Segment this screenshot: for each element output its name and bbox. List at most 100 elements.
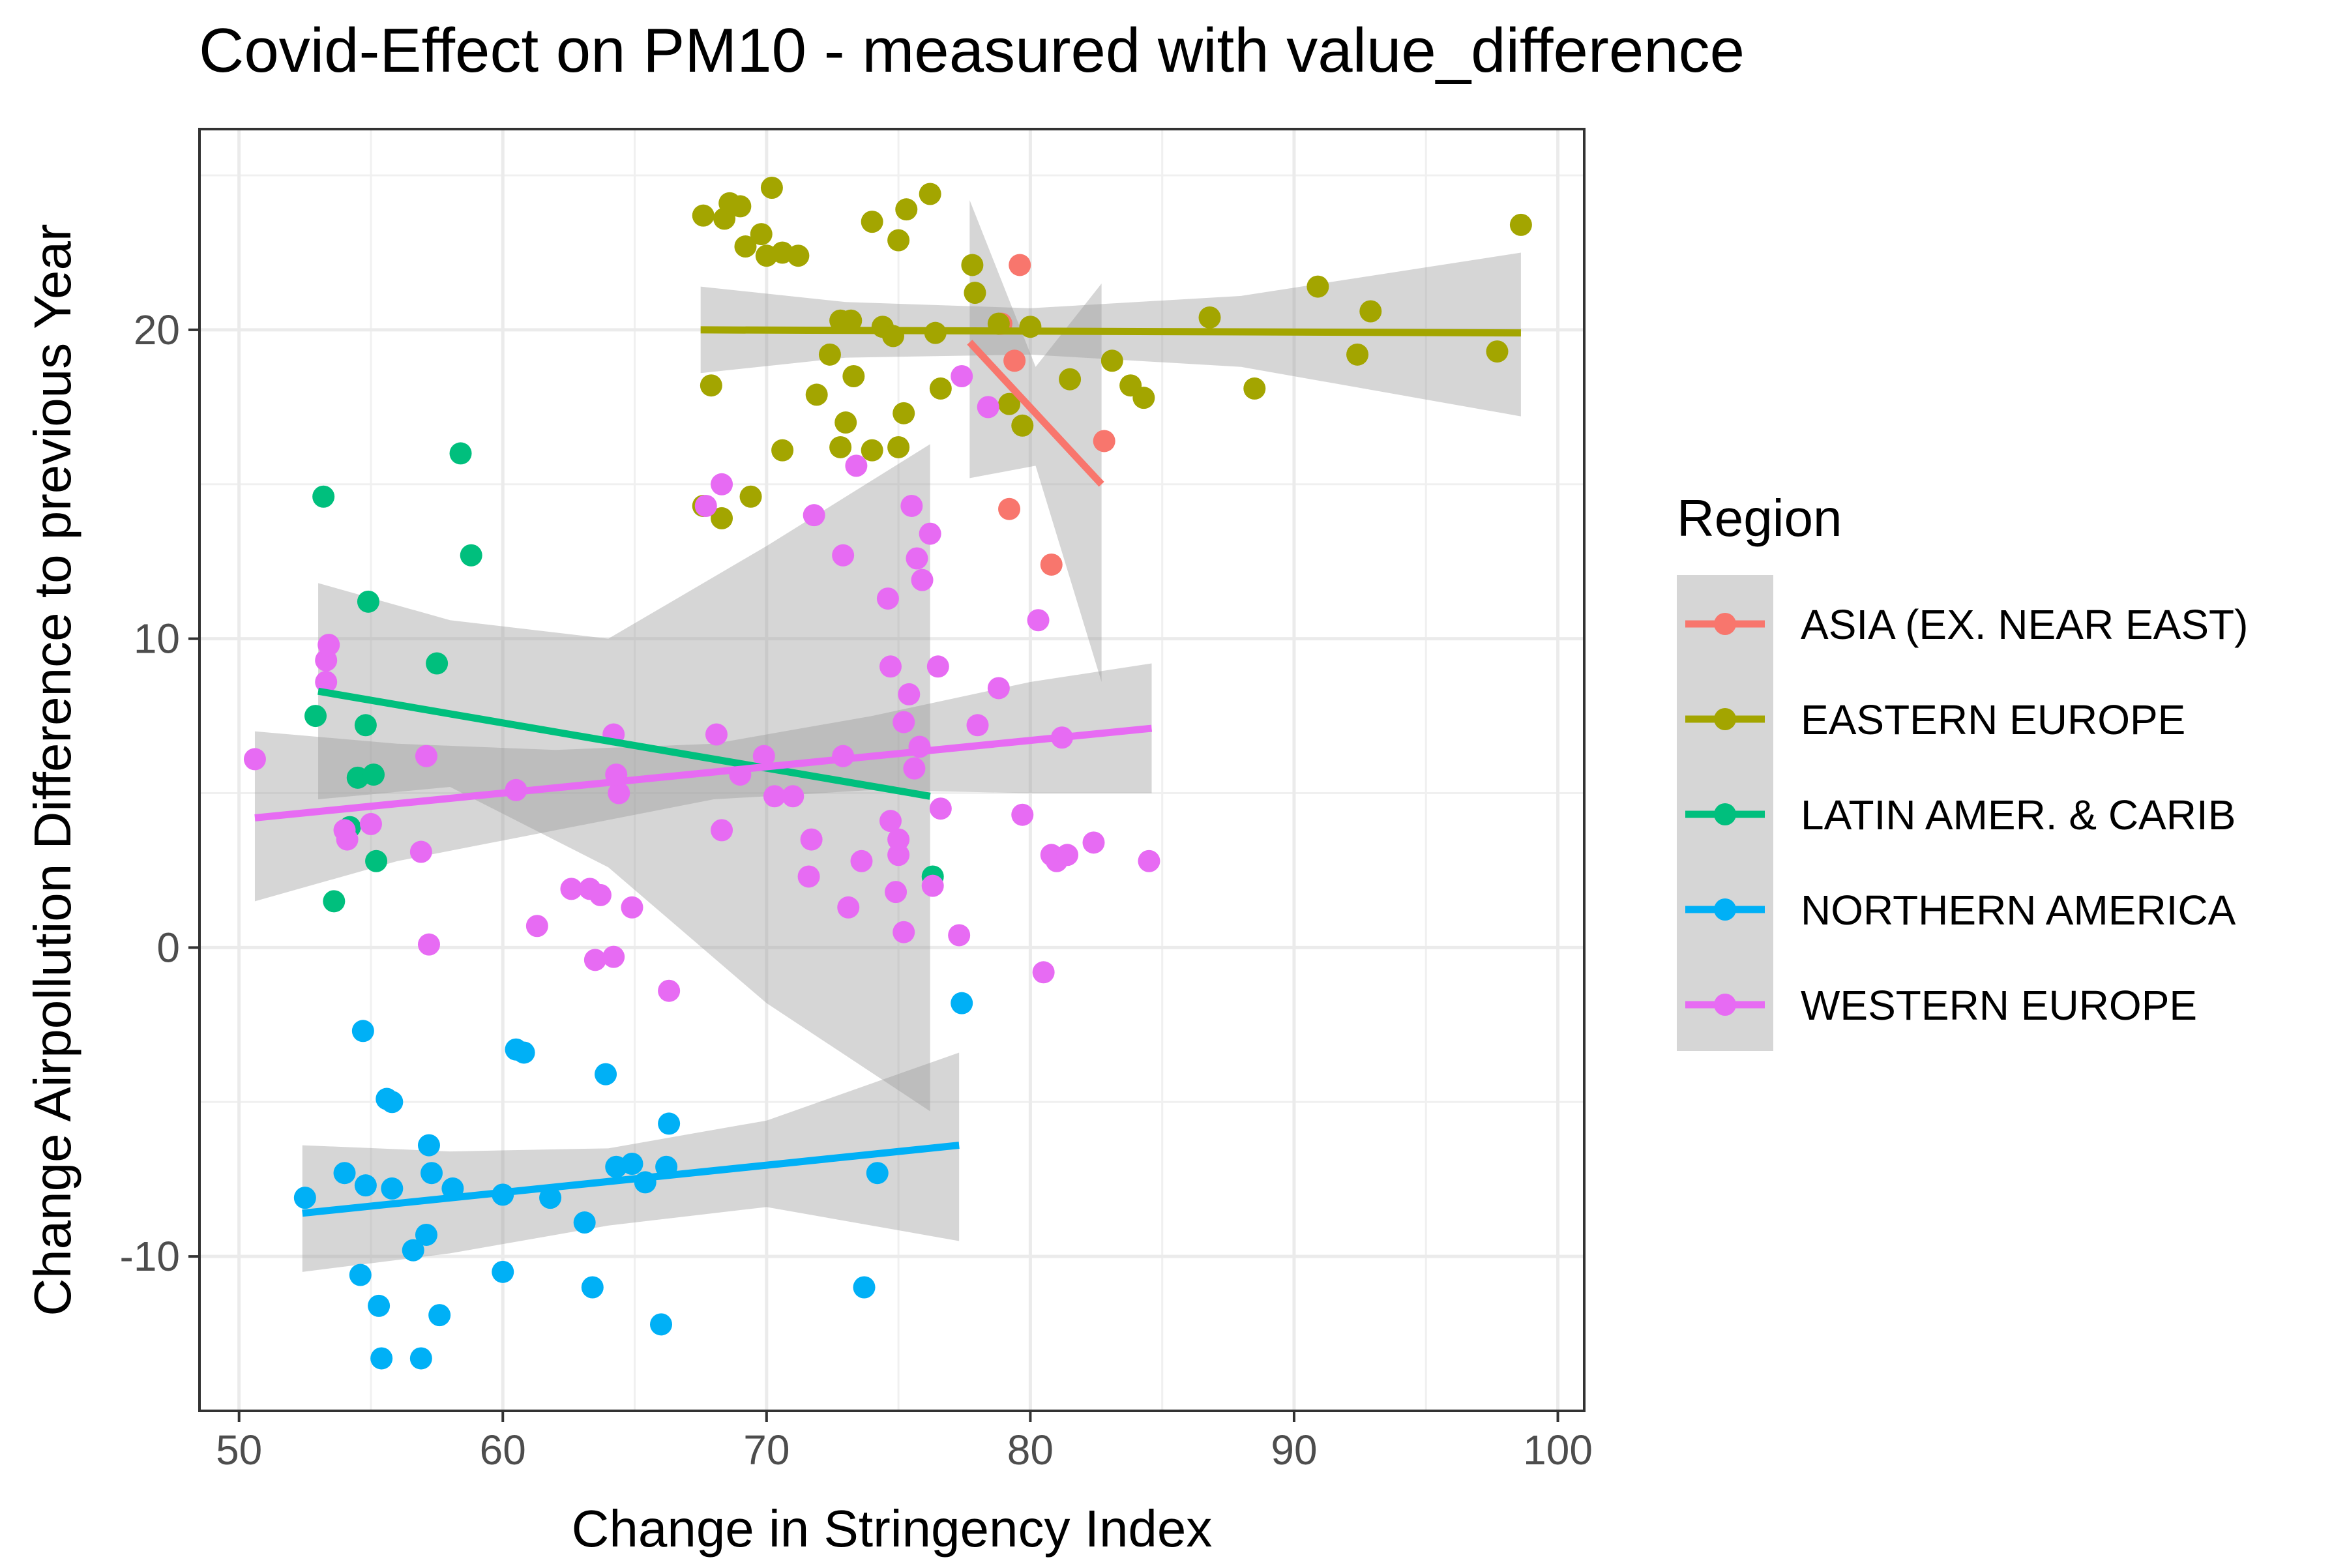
data-point: [729, 195, 752, 218]
data-point: [906, 547, 928, 570]
data-point: [243, 748, 266, 771]
data-point: [336, 828, 359, 851]
data-point: [381, 1091, 404, 1114]
legend-label: ASIA (EX. NEAR EAST): [1801, 601, 2248, 648]
data-point: [460, 544, 482, 567]
data-point: [1059, 368, 1082, 391]
confidence-band: [254, 663, 1152, 902]
data-point: [581, 1276, 604, 1299]
data-point: [595, 1063, 617, 1086]
data-point: [763, 785, 786, 808]
data-point: [539, 1187, 562, 1209]
legend-key-point: [1714, 708, 1736, 730]
data-point: [845, 454, 868, 477]
data-point: [381, 1177, 404, 1200]
legend-key-point: [1714, 898, 1736, 921]
data-point: [317, 634, 340, 657]
data-point: [887, 844, 910, 866]
data-point: [1198, 306, 1221, 329]
data-point: [1346, 343, 1369, 366]
legend-key-point: [1714, 613, 1736, 635]
data-point: [426, 652, 449, 675]
data-point: [998, 392, 1021, 415]
data-point: [739, 485, 762, 508]
data-point: [1306, 275, 1329, 298]
data-point: [333, 1162, 356, 1185]
data-point: [409, 840, 432, 863]
data-point: [351, 1020, 374, 1043]
data-point: [885, 881, 908, 904]
data-point: [354, 1174, 377, 1197]
data-point: [919, 522, 941, 545]
data-point: [705, 723, 728, 746]
data-point: [734, 235, 757, 258]
data-point: [560, 878, 583, 900]
data-point: [866, 1162, 889, 1185]
data-point: [771, 439, 794, 462]
legend-label: EASTERN EUROPE: [1801, 696, 2185, 743]
data-point: [977, 396, 999, 419]
data-points: [243, 177, 1532, 1370]
data-point: [362, 763, 385, 786]
data-point: [1011, 414, 1034, 437]
y-tick-label: 0: [156, 924, 180, 971]
data-point: [797, 865, 820, 888]
data-point: [853, 1276, 876, 1299]
trend-line: [302, 1142, 960, 1217]
x-axis-title: Change in Stringency Index: [572, 1500, 1213, 1558]
data-point: [832, 544, 855, 567]
data-point: [415, 745, 437, 767]
data-point: [929, 797, 952, 820]
data-point: [1009, 254, 1031, 276]
trend-line: [700, 326, 1521, 337]
data-point: [711, 507, 733, 529]
data-point: [898, 683, 921, 705]
data-point: [1011, 803, 1034, 826]
y-tick-label: 20: [134, 306, 180, 353]
data-point: [315, 670, 338, 693]
data-point: [658, 979, 681, 1002]
data-point: [525, 915, 548, 938]
legend-label: WESTERN EUROPE: [1801, 982, 2197, 1029]
data-point: [850, 850, 873, 872]
data-point: [304, 705, 327, 728]
data-point: [415, 1223, 437, 1246]
data-point: [750, 223, 773, 246]
data-point: [951, 992, 973, 1014]
y-axis-title: Change Airpollution Difference to previo…: [23, 224, 81, 1316]
data-point: [402, 1239, 424, 1262]
data-point: [900, 494, 923, 517]
data-point: [365, 850, 388, 872]
data-point: [787, 244, 810, 267]
data-point: [711, 819, 733, 842]
data-point: [998, 497, 1021, 520]
plot-panel-border: [198, 128, 1586, 1412]
legend-key-point: [1714, 803, 1736, 825]
data-point: [1138, 850, 1160, 872]
data-point: [842, 364, 865, 387]
data-point: [987, 677, 1010, 700]
data-point: [893, 711, 915, 733]
data-point: [1100, 349, 1123, 372]
data-point: [608, 782, 630, 805]
x-tick-label: 60: [480, 1427, 526, 1473]
data-point: [893, 921, 915, 943]
data-point: [409, 1347, 432, 1370]
data-point: [911, 569, 934, 591]
data-point: [879, 655, 902, 678]
legend-title: Region: [1677, 489, 1842, 547]
data-point: [711, 473, 733, 496]
chart-title: Covid-Effect on PM10 - measured with val…: [199, 16, 1745, 85]
data-point: [760, 177, 783, 200]
data-point: [861, 211, 883, 233]
data-point: [887, 828, 910, 851]
data-point: [1056, 844, 1079, 866]
y-tick-label: 10: [134, 615, 180, 662]
data-point: [1132, 387, 1155, 409]
data-point: [919, 183, 941, 205]
data-point: [323, 890, 346, 913]
data-point: [621, 896, 643, 919]
data-point: [417, 933, 440, 956]
data-point: [966, 714, 989, 737]
data-point: [818, 343, 841, 366]
